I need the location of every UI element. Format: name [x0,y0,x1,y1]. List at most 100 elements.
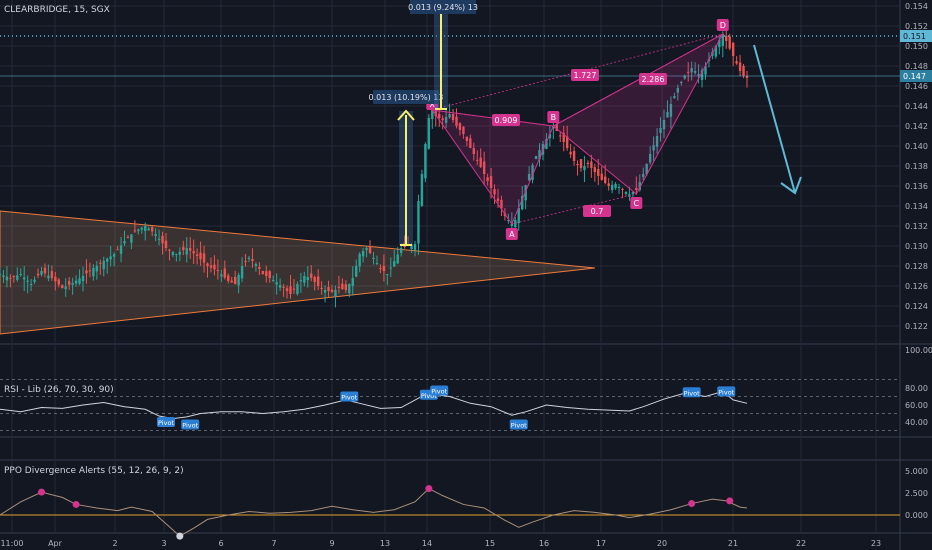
candle-body [375,263,379,264]
candle-body [697,74,700,76]
harmonic-point-d: D [720,21,726,30]
measure-arrow-head [397,109,415,121]
candle-body [687,71,690,73]
candle-body [738,62,742,71]
candle-body [99,262,102,264]
rsi-title[interactable]: RSI - Lib (26, 70, 30, 90) [4,385,114,395]
candle-body [74,280,78,284]
projection-arrow-head [780,176,802,195]
harmonic-ratio-badge [583,205,611,217]
candle-body [223,268,226,278]
candle-body [444,117,448,123]
candle-body [209,265,213,268]
candle-body [725,35,728,41]
last-price-label: 0.147 [903,72,926,81]
candle-body [493,189,496,195]
candle-body [168,249,171,251]
rsi-pivot-label: Pivot [684,389,700,397]
candle-body [47,275,50,279]
candle-body [67,280,71,285]
time-tick-label: 22 [796,539,806,548]
rsi-axis-label: 40.00 [905,418,928,427]
symbol-header[interactable]: CLEARBRIDGE, 15, SGX [4,5,110,15]
rsi-pivot-badge [717,386,736,397]
candle-body [195,254,199,256]
candle-body [29,284,33,285]
candle-body [559,135,562,137]
harmonic-ratio-badge [639,73,667,85]
harmonic-ratio-badge [492,114,520,126]
candle-body [285,288,289,291]
measure-label-box [410,0,476,14]
candle-body [344,284,348,290]
time-tick-label: 17 [596,539,606,548]
rsi-axis-label: 100.00 [905,346,932,355]
candle-body [289,286,292,294]
candle-body [669,104,673,117]
candle-body [745,75,749,78]
candle-body [50,271,54,278]
candle-body [71,283,74,285]
candle-body [614,184,617,189]
measure-label: 0.013 (9.24%) 13 [408,3,478,12]
time-tick-label: 11:00 [0,539,23,548]
candle-body [233,276,237,284]
candle-body [531,165,534,180]
candle-body [427,118,431,149]
candle-body [510,224,514,226]
candle-body [538,150,541,160]
ppo-title[interactable]: PPO Divergence Alerts (55, 12, 26, 9, 2) [4,466,184,476]
ppo-divergence-dot [176,532,184,540]
candle-body [220,274,223,277]
candle-body [230,280,233,283]
candle-body [451,114,455,120]
candle-body [548,134,552,139]
candle-body [213,264,216,270]
candle-body [292,288,296,290]
candle-body [382,265,386,271]
candle-body [624,192,628,194]
rsi-pivot-badge [430,385,449,396]
harmonic-point-c: C [634,199,640,208]
candle-body [334,290,337,297]
candle-body [441,118,444,120]
candle-body [735,61,738,64]
candle-body [144,226,147,231]
candle-body [479,157,482,167]
time-tick-label: 16 [539,539,549,548]
candle-body [265,271,268,276]
candle-body [486,177,489,181]
candle-body [119,245,123,254]
candle-body [254,264,258,266]
ppo-divergence-dot [38,488,45,496]
candle-body [379,267,382,269]
candle-body [178,252,182,255]
candle-body [413,244,417,251]
price-tick-label: 0.148 [905,62,928,71]
candle-body [268,271,271,278]
candle-body [648,154,652,163]
candle-body [299,280,303,282]
candle-body [610,185,614,191]
time-tick-label: 3 [161,539,166,548]
candle-body [690,68,693,73]
candle-body [721,34,724,46]
candle-body [621,188,624,190]
candle-body [517,208,520,224]
candle-body [438,113,441,118]
ppo-divergence-dot [688,500,696,508]
harmonic-point-a: A [509,230,515,239]
candle-body [36,273,40,276]
harmonic-ratio-line [553,33,723,127]
measure-label-box [373,90,439,104]
candle-body [199,252,202,260]
candle-body [126,237,130,239]
candle-body [514,220,517,228]
candle-body [420,174,424,206]
price-tick-label: 0.142 [905,122,928,131]
ppo-line [0,487,748,537]
time-tick-label: 7 [271,539,276,548]
candle-body [655,136,659,147]
